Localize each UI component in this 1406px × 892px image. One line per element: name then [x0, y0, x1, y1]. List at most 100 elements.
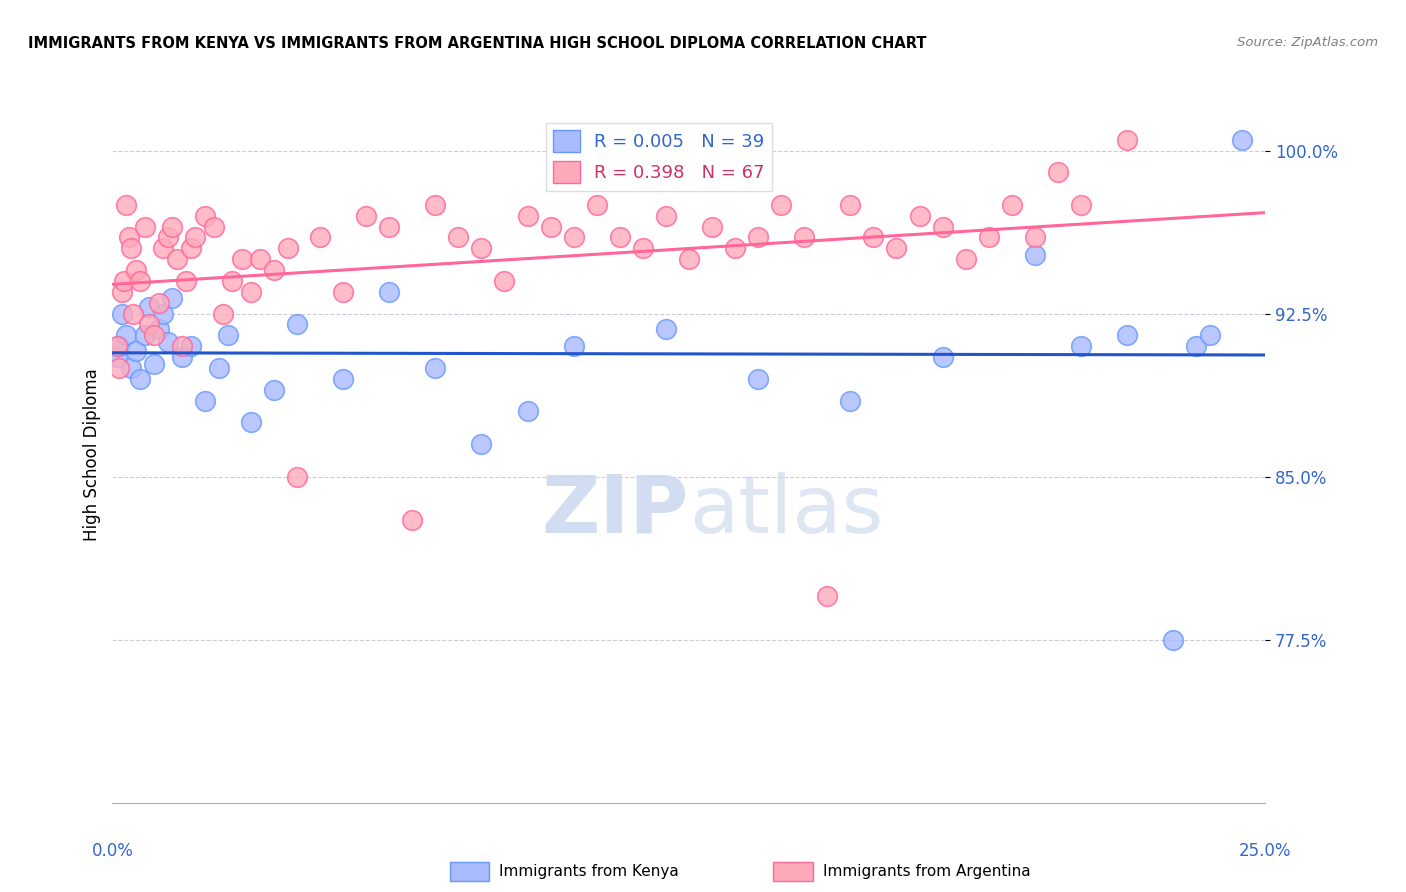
Point — [425, 360, 447, 375]
Point — [931, 219, 953, 234]
Point — [425, 198, 447, 212]
Point — [747, 372, 769, 386]
Point — [955, 252, 977, 267]
Point — [263, 383, 285, 397]
Point — [516, 404, 538, 418]
Point — [170, 339, 193, 353]
Point — [1199, 328, 1222, 343]
Point — [793, 230, 815, 244]
Point — [143, 357, 166, 371]
Point — [194, 393, 217, 408]
Point — [332, 285, 354, 299]
Point — [217, 328, 239, 343]
Point — [655, 322, 678, 336]
Point — [115, 328, 138, 343]
Point — [700, 219, 723, 234]
Point — [585, 198, 607, 212]
Point — [180, 339, 202, 353]
Point — [354, 209, 377, 223]
Point — [562, 339, 585, 353]
Point — [156, 334, 179, 349]
Point — [138, 300, 160, 314]
Point — [162, 219, 184, 234]
Text: Source: ZipAtlas.com: Source: ZipAtlas.com — [1237, 36, 1378, 49]
Point — [117, 230, 139, 244]
Point — [120, 360, 142, 375]
Point — [152, 307, 174, 321]
Point — [124, 263, 146, 277]
Point — [277, 241, 299, 255]
Point — [401, 513, 423, 527]
Point — [162, 291, 184, 305]
Point — [839, 393, 862, 408]
Point — [447, 230, 470, 244]
Text: 0.0%: 0.0% — [91, 842, 134, 860]
Point — [1070, 198, 1092, 212]
Point — [470, 437, 492, 451]
Point — [105, 350, 128, 364]
Point — [309, 230, 332, 244]
Point — [249, 252, 271, 267]
Point — [111, 307, 134, 321]
Point — [134, 328, 156, 343]
Point — [1116, 133, 1139, 147]
Point — [129, 372, 152, 386]
Point — [378, 285, 401, 299]
Point — [285, 469, 308, 483]
Point — [129, 274, 152, 288]
Point — [470, 241, 492, 255]
Point — [184, 230, 207, 244]
Point — [815, 589, 838, 603]
Point — [770, 198, 793, 212]
Point — [609, 230, 631, 244]
Point — [148, 295, 170, 310]
Point — [115, 198, 138, 212]
Y-axis label: High School Diploma: High School Diploma — [83, 368, 101, 541]
Point — [122, 307, 145, 321]
Point — [180, 241, 202, 255]
Point — [655, 209, 678, 223]
Point — [1024, 248, 1046, 262]
Point — [138, 318, 160, 332]
Point — [540, 219, 562, 234]
Point — [111, 285, 134, 299]
Point — [285, 318, 308, 332]
Point — [562, 230, 585, 244]
Point — [1116, 328, 1139, 343]
Point — [931, 350, 953, 364]
Point — [156, 230, 179, 244]
Point — [724, 241, 747, 255]
Point — [120, 241, 142, 255]
Point — [239, 285, 262, 299]
Point — [839, 198, 862, 212]
Legend: R = 0.005   N = 39, R = 0.398   N = 67: R = 0.005 N = 39, R = 0.398 N = 67 — [546, 123, 772, 191]
Point — [1024, 230, 1046, 244]
Point — [207, 360, 229, 375]
Point — [1185, 339, 1208, 353]
Text: Immigrants from Kenya: Immigrants from Kenya — [499, 864, 679, 879]
Point — [977, 230, 1000, 244]
Point — [231, 252, 253, 267]
Point — [108, 339, 131, 353]
Point — [166, 252, 188, 267]
Point — [134, 219, 156, 234]
Point — [1070, 339, 1092, 353]
Point — [143, 328, 166, 343]
Point — [263, 263, 285, 277]
Text: atlas: atlas — [689, 472, 883, 549]
Point — [1232, 133, 1254, 147]
Point — [112, 274, 135, 288]
Point — [152, 241, 174, 255]
Point — [105, 339, 128, 353]
Point — [678, 252, 700, 267]
Point — [747, 230, 769, 244]
Point — [631, 241, 654, 255]
Point — [194, 209, 217, 223]
Point — [212, 307, 235, 321]
Point — [174, 274, 197, 288]
Point — [239, 415, 262, 429]
Point — [332, 372, 354, 386]
Text: ZIP: ZIP — [541, 472, 689, 549]
Point — [202, 219, 225, 234]
Point — [886, 241, 908, 255]
